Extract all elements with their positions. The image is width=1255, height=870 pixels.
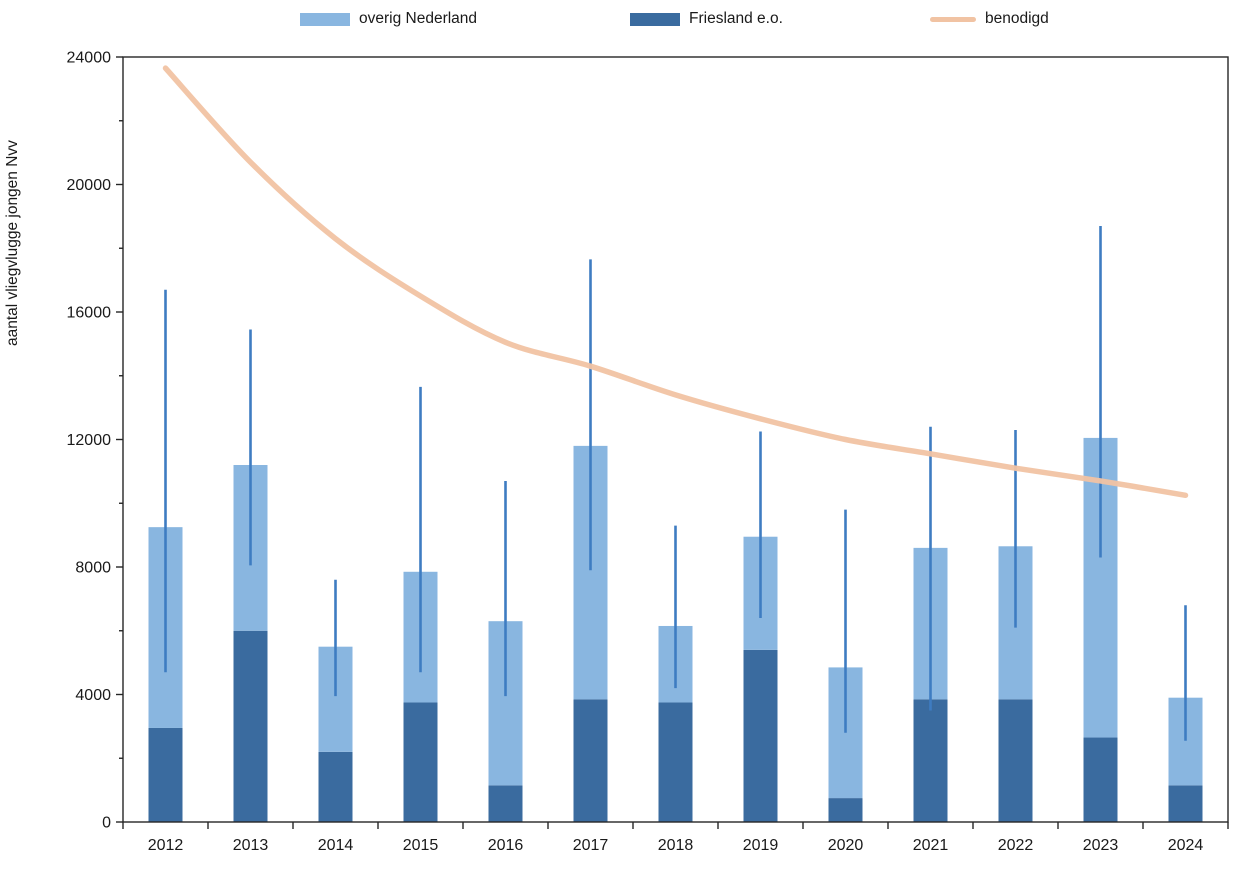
y-tick-label: 24000: [67, 50, 112, 67]
bar-segment-friesland: [1083, 737, 1118, 822]
bar-segment-friesland: [403, 702, 438, 822]
y-tick-label: 4000: [75, 687, 111, 704]
y-tick-label: 0: [102, 815, 111, 832]
x-tick-label: 2017: [573, 837, 609, 854]
chart-legend: overig Nederland Friesland e.o. benodigd: [0, 6, 1255, 32]
legend-label: overig Nederland: [359, 10, 478, 27]
legend-item-friesland: Friesland e.o.: [630, 6, 783, 32]
x-tick-label: 2020: [828, 837, 864, 854]
x-tick-label: 2012: [148, 837, 184, 854]
y-tick-label: 8000: [75, 560, 111, 577]
bar-segment-friesland: [658, 702, 693, 822]
bar-segment-friesland: [998, 699, 1033, 822]
x-tick-label: 2013: [233, 837, 269, 854]
legend-swatch-benodigd-line: [930, 16, 976, 22]
y-tick-label: 12000: [67, 432, 112, 449]
y-axis-title: aantal vliegvlugge jongen Nvv: [4, 140, 21, 347]
bar-segment-friesland: [488, 785, 523, 822]
bar-segment-friesland: [148, 727, 183, 822]
y-tick-label: 20000: [67, 177, 112, 194]
x-tick-label: 2015: [403, 837, 439, 854]
benodigd-line: [162, 65, 1189, 499]
bar-segment-friesland: [743, 649, 778, 822]
bar-segment-friesland: [573, 699, 608, 822]
y-tick-label: 16000: [67, 305, 112, 322]
x-tick-label: 2019: [743, 837, 779, 854]
legend-label: Friesland e.o.: [689, 10, 783, 27]
x-tick-label: 2016: [488, 837, 524, 854]
x-tick-label: 2014: [318, 837, 354, 854]
x-tick-label: 2021: [913, 837, 949, 854]
bar-segment-friesland: [318, 751, 353, 822]
x-tick-label: 2018: [658, 837, 694, 854]
legend-swatch-friesland: [630, 12, 680, 26]
legend-label: benodigd: [985, 10, 1049, 27]
x-tick-label: 2022: [998, 837, 1034, 854]
bar-segment-friesland: [828, 798, 863, 822]
bar-segment-friesland: [913, 699, 948, 822]
legend-swatch-overig-nederland: [300, 12, 350, 26]
bar-segment-friesland: [1168, 785, 1203, 822]
x-tick-label: 2023: [1083, 837, 1119, 854]
bar-segment-friesland: [233, 630, 268, 822]
x-tick-label: 2024: [1168, 837, 1204, 854]
legend-item-overig-nederland: overig Nederland: [300, 6, 477, 32]
legend-item-benodigd: benodigd: [930, 6, 1049, 32]
